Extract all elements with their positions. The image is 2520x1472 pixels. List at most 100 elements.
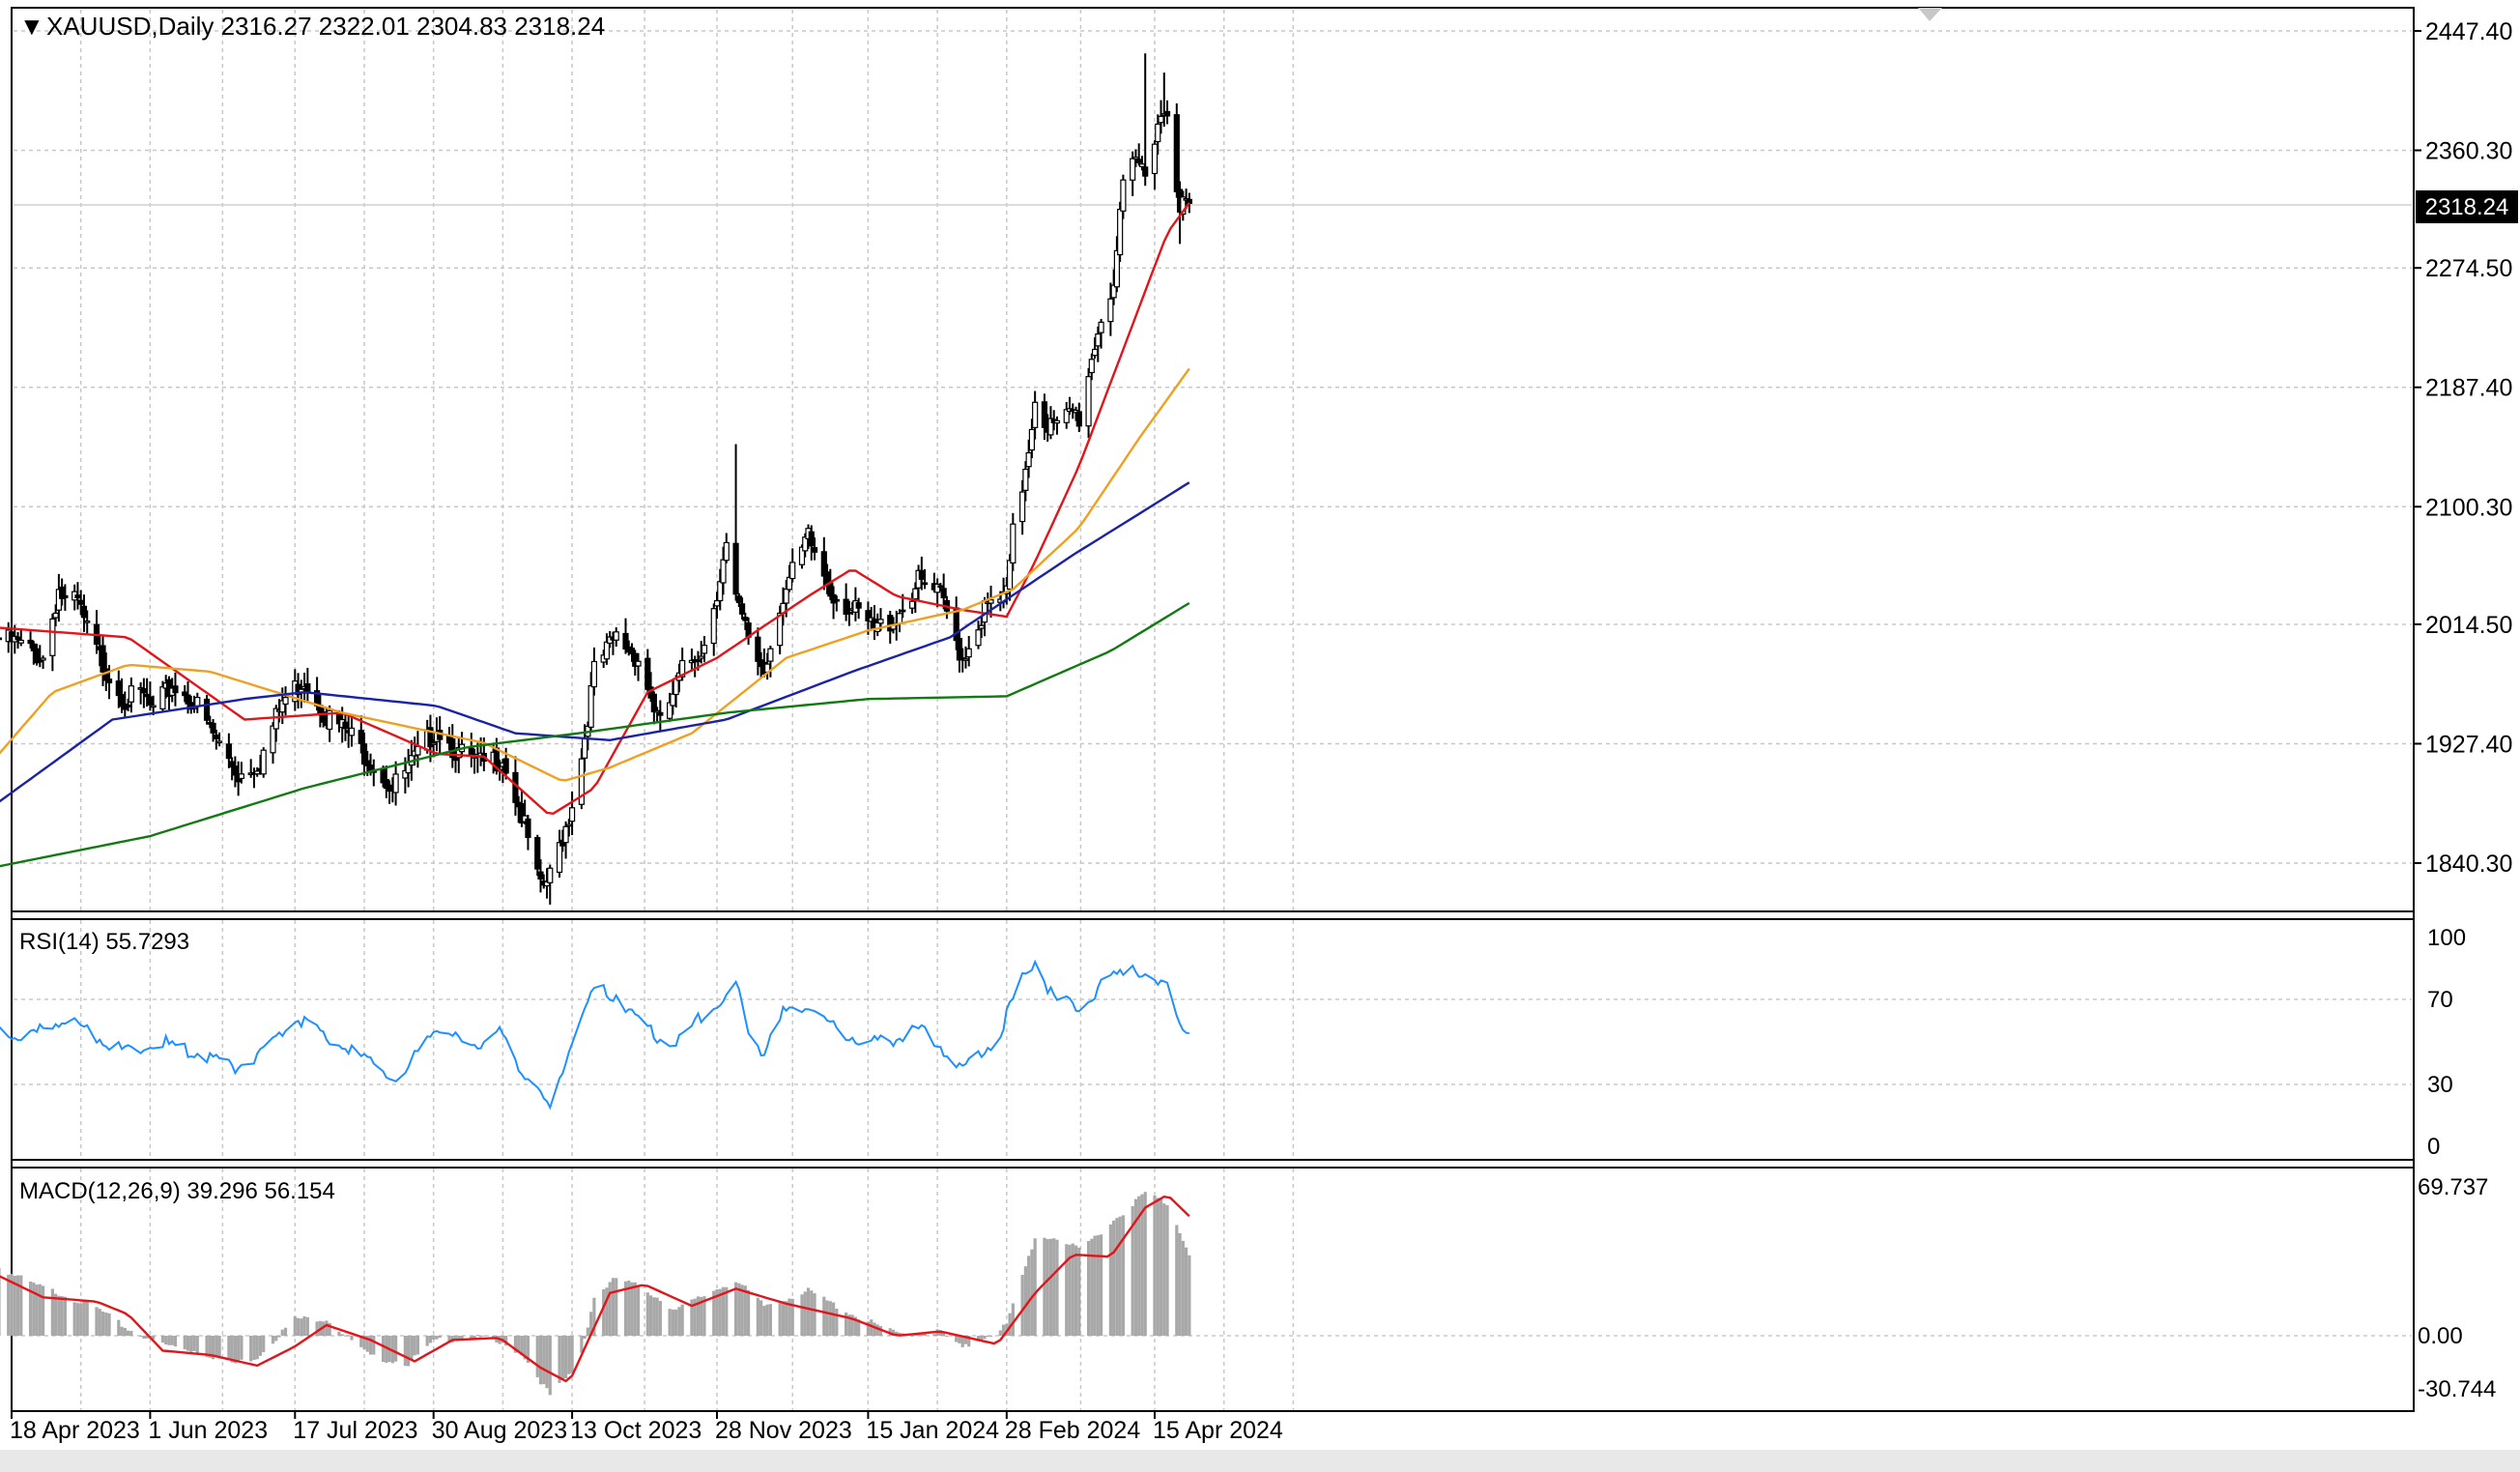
macd-histogram-bar <box>328 1322 331 1336</box>
candle-body <box>115 680 122 697</box>
candle[interactable] <box>1117 201 1124 263</box>
candle[interactable] <box>215 732 223 747</box>
candle[interactable] <box>84 610 91 634</box>
candle[interactable] <box>62 584 69 611</box>
price-axis[interactable]: 2447.40 2360.30 2274.50 2187.40 2100.30 2014.… <box>2414 18 2512 1402</box>
candle[interactable] <box>1173 102 1180 198</box>
candle[interactable] <box>657 700 664 731</box>
candle[interactable] <box>720 546 727 595</box>
candle[interactable] <box>590 647 598 696</box>
candle-body <box>808 531 815 547</box>
candle[interactable] <box>449 724 456 768</box>
candle-body <box>723 541 730 562</box>
candle[interactable] <box>1107 282 1114 336</box>
candle[interactable] <box>525 815 531 851</box>
candle[interactable] <box>965 635 972 667</box>
candle[interactable] <box>225 733 232 768</box>
macd-histogram-bar <box>381 1336 386 1363</box>
candle[interactable] <box>1085 367 1092 439</box>
candle[interactable] <box>789 548 796 583</box>
candle[interactable] <box>282 686 289 716</box>
macd-histogram-bar <box>32 1282 36 1336</box>
candle[interactable] <box>1053 416 1061 435</box>
candle[interactable] <box>17 628 24 647</box>
candle[interactable] <box>701 635 708 663</box>
candle[interactable] <box>921 568 929 590</box>
macd-histogram-bar <box>249 1336 253 1362</box>
candle[interactable] <box>738 597 746 620</box>
candle[interactable] <box>172 672 179 707</box>
candle[interactable] <box>811 537 818 561</box>
candle[interactable] <box>1025 439 1032 478</box>
candle[interactable] <box>203 695 211 725</box>
candle[interactable] <box>777 605 784 655</box>
candle[interactable] <box>613 627 619 648</box>
candle[interactable] <box>327 705 333 742</box>
candle[interactable] <box>710 603 717 656</box>
candle[interactable] <box>260 747 267 778</box>
candle[interactable] <box>820 536 827 591</box>
collapse-marker-icon[interactable]: ▼ <box>19 12 44 41</box>
candle[interactable] <box>723 533 730 563</box>
macd-pane[interactable] <box>0 1192 1191 1396</box>
candle[interactable] <box>587 672 594 733</box>
pane-separator[interactable] <box>11 910 2415 920</box>
candle[interactable] <box>1120 174 1127 219</box>
candle[interactable] <box>855 597 862 620</box>
candle[interactable] <box>348 715 356 747</box>
candle[interactable] <box>556 829 563 878</box>
candle[interactable] <box>1028 419 1036 459</box>
candle[interactable] <box>128 677 134 713</box>
candle[interactable] <box>40 655 46 670</box>
candle[interactable] <box>49 613 56 672</box>
candle[interactable] <box>392 761 399 806</box>
candle[interactable] <box>1098 318 1104 349</box>
candle[interactable] <box>1006 554 1014 601</box>
candle[interactable] <box>1075 402 1082 433</box>
time-axis[interactable]: 18 Apr 2023 1 Jun 2023 17 Jul 2023 30 Aug 2… <box>10 1411 1283 1444</box>
price-chart[interactable] <box>0 53 1192 905</box>
time-tick-label: 28 Feb 2024 <box>1005 1417 1140 1444</box>
candle-body <box>1130 158 1136 181</box>
candle[interactable] <box>1063 401 1070 429</box>
candle[interactable] <box>767 645 774 678</box>
candle[interactable] <box>786 564 793 592</box>
candle[interactable] <box>1163 100 1171 125</box>
macd-histogram-bar <box>1045 1238 1049 1336</box>
candle[interactable] <box>603 633 611 665</box>
candle[interactable] <box>635 652 642 681</box>
candle[interactable] <box>534 834 541 877</box>
candle-body <box>695 659 702 662</box>
candle[interactable] <box>568 792 576 836</box>
candle[interactable] <box>547 864 554 905</box>
macd-label: MACD(12,26,9) 39.296 56.154 <box>19 1178 335 1204</box>
rsi-pane[interactable] <box>0 959 1189 1111</box>
macd-histogram-bar <box>602 1288 606 1336</box>
pane-separator[interactable] <box>11 1159 2415 1169</box>
candle[interactable] <box>427 714 434 763</box>
candle[interactable] <box>1088 353 1095 381</box>
candle[interactable] <box>755 627 761 676</box>
candle[interactable] <box>0 627 3 648</box>
candle[interactable] <box>1130 151 1136 196</box>
candle[interactable] <box>238 762 245 784</box>
candle[interactable] <box>1113 236 1120 293</box>
candle[interactable] <box>1032 390 1039 440</box>
shift-marker-icon[interactable] <box>1918 8 1942 21</box>
candle-body <box>449 738 456 759</box>
candle[interactable] <box>940 573 947 610</box>
candle[interactable] <box>650 691 657 725</box>
candle[interactable] <box>210 718 216 742</box>
candle[interactable] <box>150 695 157 716</box>
scrollbar-strip[interactable] <box>0 1450 2520 1472</box>
candle[interactable] <box>1142 53 1149 187</box>
candle[interactable] <box>1010 512 1017 571</box>
candle[interactable] <box>1022 461 1029 502</box>
candle[interactable] <box>988 586 994 618</box>
candle[interactable] <box>578 748 585 810</box>
candle[interactable] <box>732 444 739 601</box>
candle[interactable] <box>1151 140 1159 190</box>
candle[interactable] <box>1019 479 1026 535</box>
candle[interactable] <box>833 595 840 612</box>
